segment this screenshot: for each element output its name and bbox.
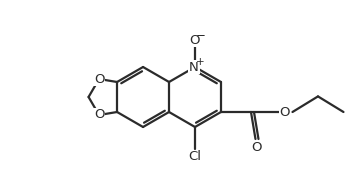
Text: N: N: [189, 61, 199, 74]
Text: −: −: [196, 28, 206, 42]
Text: +: +: [196, 57, 204, 67]
Text: Cl: Cl: [189, 150, 201, 163]
Text: O: O: [279, 105, 290, 118]
Text: O: O: [190, 33, 200, 47]
Text: O: O: [94, 72, 104, 86]
Text: O: O: [252, 141, 262, 154]
Text: O: O: [94, 108, 104, 122]
